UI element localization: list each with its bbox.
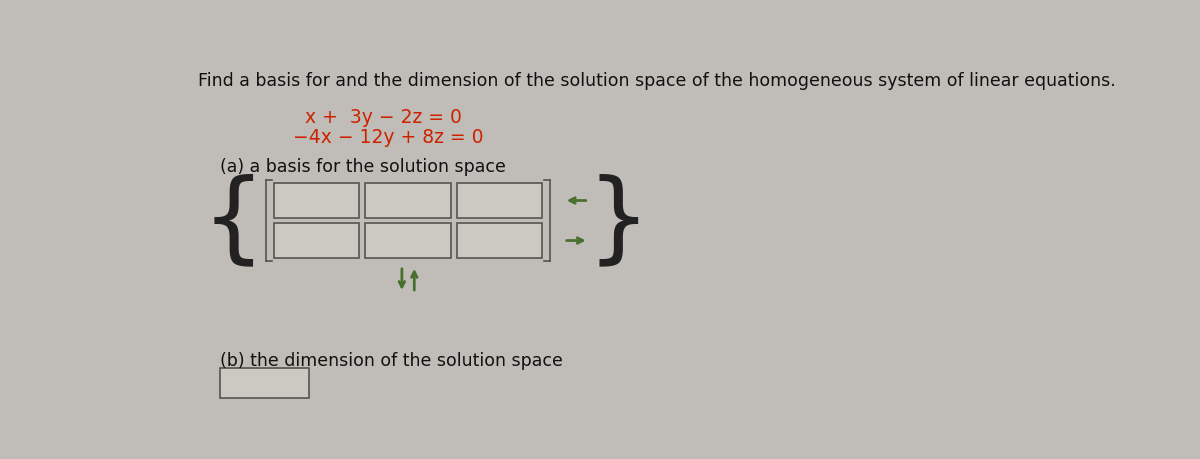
Bar [457, 184, 542, 219]
Text: }: } [587, 173, 650, 269]
Bar [274, 224, 359, 259]
Text: x +  3y − 2z = 0: x + 3y − 2z = 0 [305, 107, 462, 126]
Bar [220, 369, 308, 398]
Bar [366, 224, 451, 259]
Bar [274, 184, 359, 219]
Text: (a) a basis for the solution space: (a) a basis for the solution space [220, 157, 505, 175]
Text: Find a basis for and the dimension of the solution space of the homogeneous syst: Find a basis for and the dimension of th… [198, 72, 1116, 90]
Text: (b) the dimension of the solution space: (b) the dimension of the solution space [220, 351, 563, 369]
Bar [366, 184, 451, 219]
Text: −4x − 12y + 8z = 0: −4x − 12y + 8z = 0 [293, 128, 484, 147]
Text: {: { [202, 173, 265, 269]
Bar [457, 224, 542, 259]
